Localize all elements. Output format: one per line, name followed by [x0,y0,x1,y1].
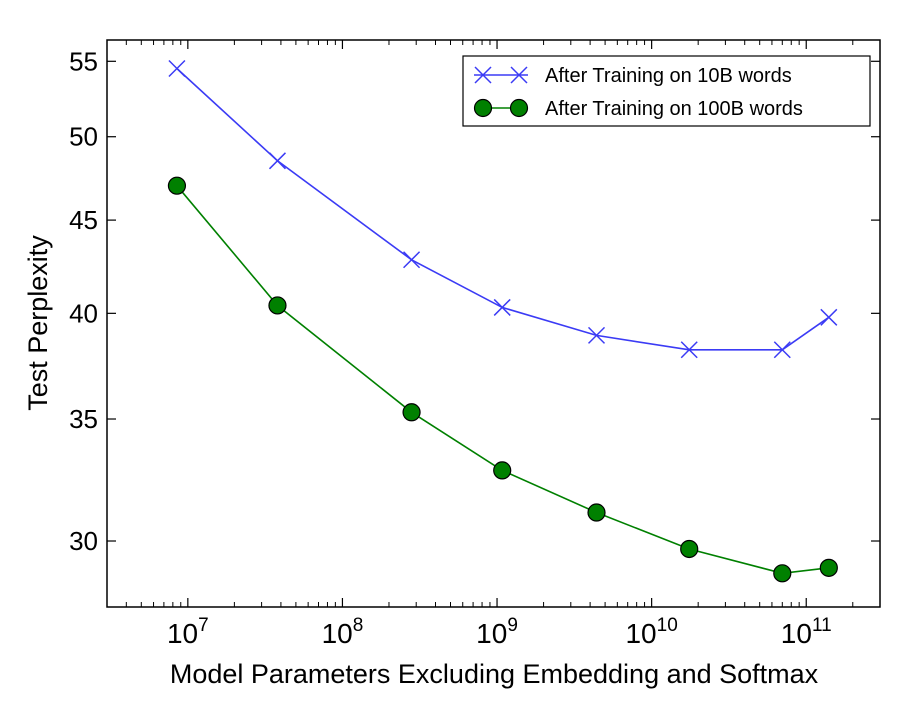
marker-stroke [268,152,287,170]
y-axis-label: Test Perplexity [23,235,53,411]
series-1-point [680,341,698,359]
legend-marker [474,66,492,84]
marker-stroke [168,59,186,78]
series-2-point [268,296,287,315]
series-2 [167,176,838,583]
x-axis-label: Model Parameters Excluding Embedding and… [170,659,819,689]
series-1 [168,59,838,359]
legend-marker [510,66,528,84]
y-axis-ticks: 30 35 40 45 50 55 [69,46,880,556]
legend: After Training on 10B words After Trainin… [462,55,871,127]
series-2-point [819,558,838,577]
series-2-point [402,403,421,422]
series-2-point [167,176,187,195]
x-tick-label: 108 [322,615,364,649]
marker-stroke [474,66,492,84]
marker-stroke [820,308,838,326]
legend-box [462,55,871,127]
marker-stroke [493,298,511,316]
legend-marker [509,98,529,118]
series-1-point [168,59,186,78]
legend-item-1: After Training on 10B words [474,65,792,87]
marker-stroke [680,341,698,359]
y-tick-label: 35 [69,404,98,434]
x-tick-label: 1011 [781,615,832,649]
y-tick-label: 55 [69,46,98,76]
marker-stroke [510,66,528,84]
y-tick-label: 45 [69,205,98,235]
legend-label: After Training on 10B words [545,65,792,87]
series-2-point [680,539,699,559]
marker-stroke [403,251,421,269]
y-tick-label: 40 [69,298,98,328]
series-layer [167,59,838,583]
series-2-point [773,564,792,583]
marker-stroke [587,326,606,344]
legend-marker [473,98,493,118]
legend-label: After Training on 100B words [545,98,803,120]
plot-frame [106,39,881,608]
y-tick-label: 50 [69,122,98,152]
series-2-point [587,503,606,522]
series-2-point [493,461,512,480]
x-tick-label: 107 [167,615,209,649]
x-tick-label: 109 [476,615,518,649]
series-1-point [773,341,791,359]
series-1-point [587,326,606,344]
series-1-point [493,298,511,316]
series-1-line [176,67,830,351]
y-tick-label: 30 [69,526,98,556]
marker-stroke [773,341,791,359]
series-1-point [820,308,838,326]
legend-item-2: After Training on 100B words [473,98,803,120]
series-1-point [268,152,287,170]
x-tick-label: 1010 [625,615,677,649]
x-axis-ticks: 107 108 109 1010 1011 [125,40,854,649]
series-1-point [403,251,421,269]
series-2-line [176,185,829,575]
